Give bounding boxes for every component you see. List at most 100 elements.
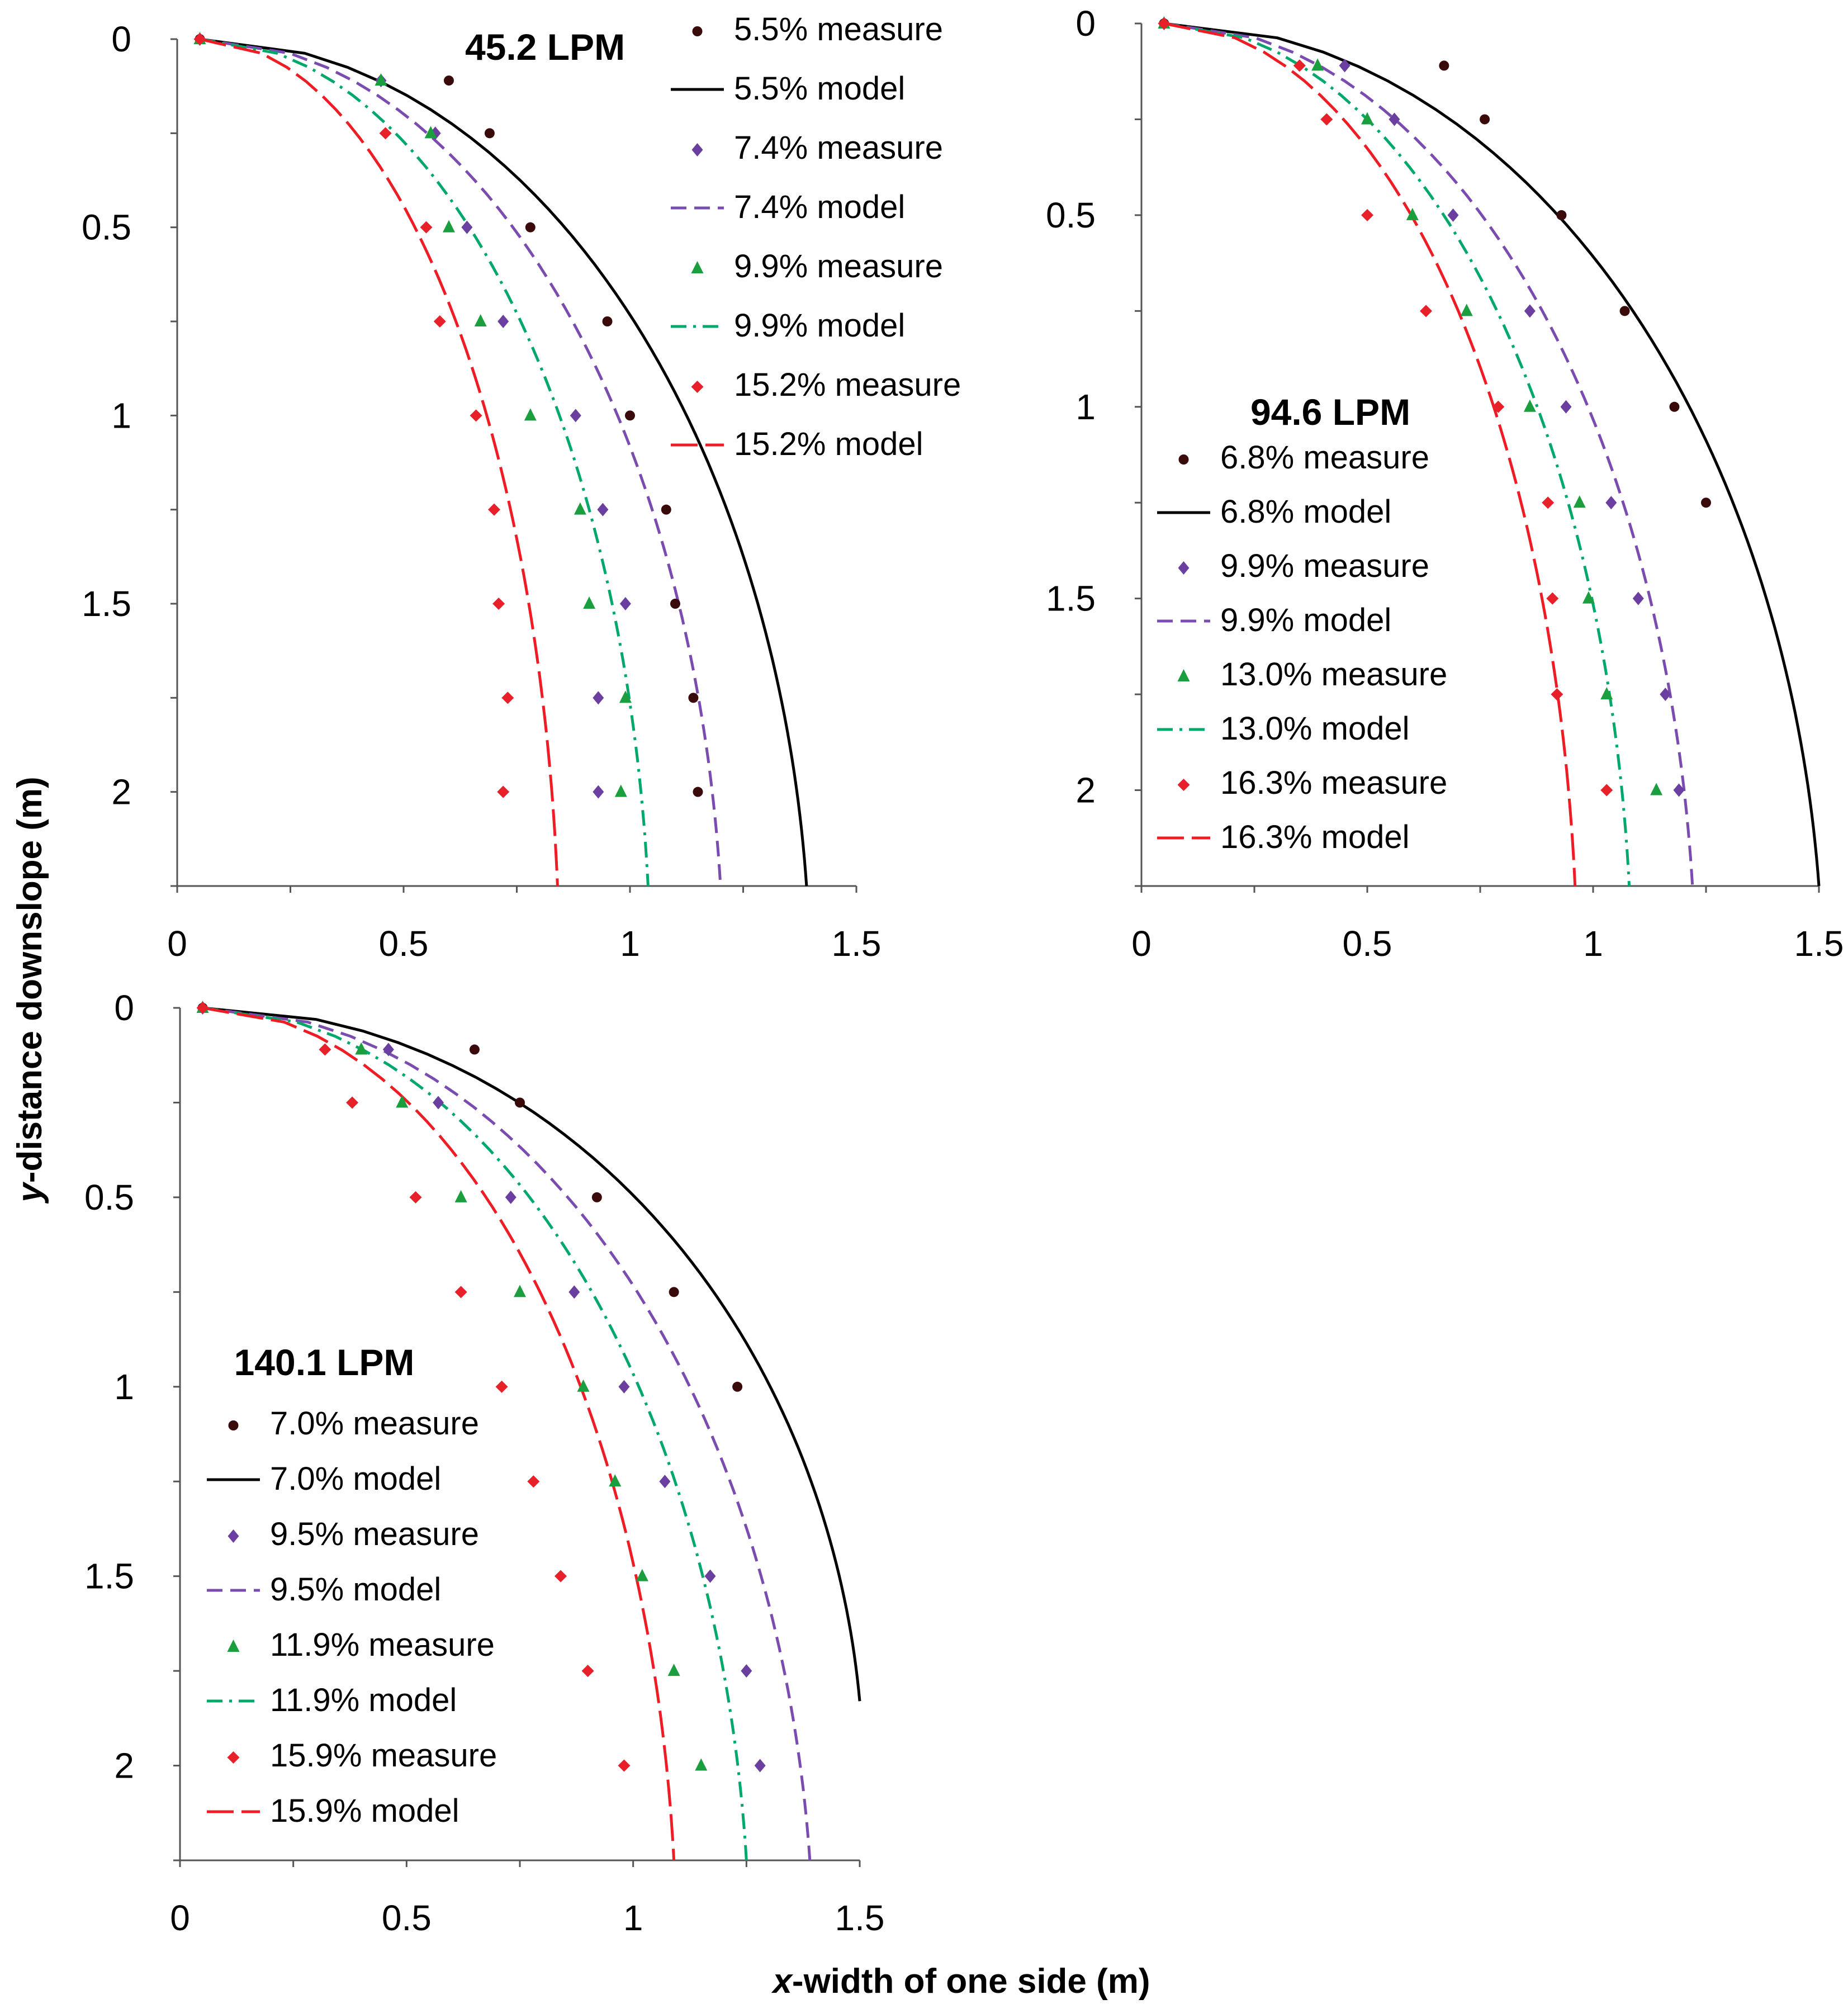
data-point [1447, 208, 1459, 222]
data-point [355, 1042, 368, 1055]
data-point [379, 127, 392, 140]
model-curve-11-9-model [202, 1006, 748, 1861]
legend-label: 9.9% model [734, 307, 905, 344]
legend-label: 9.5% measure [270, 1516, 479, 1552]
data-point [514, 1285, 526, 1297]
measure-series-16-3-measure [1158, 17, 1613, 797]
y-tick-label: 2 [1075, 770, 1096, 811]
data-point [1320, 113, 1333, 126]
data-point [497, 315, 509, 328]
data-point [484, 128, 495, 139]
y-tick-label: 1 [111, 395, 131, 435]
data-point [454, 1286, 467, 1299]
data-point [515, 1097, 525, 1108]
data-point [693, 787, 703, 797]
data-point [574, 502, 586, 515]
legend-label: 15.9% model [270, 1793, 459, 1829]
model-curve-15-2-model [199, 37, 559, 887]
legend-marker [227, 1751, 240, 1764]
data-point [346, 1096, 359, 1109]
measure-series-15-2-measure [193, 33, 514, 798]
data-point [1361, 112, 1373, 125]
data-point [732, 1381, 743, 1392]
model-curve-9-9-model [200, 37, 650, 887]
data-point [1492, 400, 1505, 413]
data-point [1389, 112, 1400, 126]
data-point [695, 1758, 708, 1771]
y-axis-title: y-distance downslope (m) [11, 776, 49, 1204]
y-tick-label: 1 [114, 1367, 134, 1407]
data-point [1582, 591, 1595, 604]
x-tick-label: 0 [1131, 923, 1152, 964]
model-curve-16-3-model [1163, 22, 1577, 887]
data-point [593, 785, 604, 799]
data-point [591, 1192, 602, 1202]
data-point [570, 409, 581, 423]
data-point [1701, 498, 1711, 508]
data-point [669, 1287, 679, 1297]
legend-label: 13.0% measure [1220, 656, 1447, 693]
x-tick-label: 0 [167, 923, 187, 964]
data-point [1600, 687, 1613, 700]
data-point [1669, 401, 1680, 412]
y-tick-label: 0 [1075, 3, 1096, 44]
legend: 7.0% measure 7.0% model 9.5% measure 9.5% m… [207, 1405, 497, 1829]
data-point [619, 690, 632, 703]
model-curve-9-5-model [202, 1006, 812, 1861]
data-point [1460, 304, 1473, 316]
y-tick-label: 2 [114, 1746, 134, 1786]
data-point [1619, 306, 1630, 316]
y-tick-label: 0 [111, 19, 131, 59]
data-point [1560, 400, 1572, 414]
data-point [1660, 688, 1671, 702]
legend-label: 16.3% measure [1220, 765, 1447, 801]
data-point [527, 1475, 540, 1488]
data-point [525, 222, 536, 233]
legend-label: 5.5% measure [734, 11, 943, 48]
data-point [583, 596, 596, 609]
legend-label: 15.2% measure [734, 367, 961, 403]
y-tick-label: 0.5 [82, 207, 131, 248]
data-point [688, 693, 699, 703]
data-point [670, 599, 680, 609]
data-point [433, 1096, 444, 1110]
data-point [659, 1475, 671, 1489]
data-point [488, 503, 500, 516]
data-point [1632, 591, 1644, 605]
legend-label: 15.9% measure [270, 1737, 497, 1774]
x-tick-label: 1.5 [835, 1898, 885, 1938]
data-point [609, 1474, 622, 1487]
data-point [1573, 495, 1586, 508]
legend-label: 9.9% measure [1220, 548, 1429, 584]
data-point [505, 1190, 517, 1204]
legend-marker [1178, 454, 1189, 465]
data-point [1339, 59, 1351, 73]
data-point [443, 220, 455, 233]
legend-label: 11.9% model [270, 1682, 457, 1718]
data-point [420, 221, 433, 234]
measure-series-7-4-measure [194, 32, 631, 799]
measure-series-6-8-measure [1159, 18, 1711, 508]
legend-marker [1178, 561, 1190, 575]
legend-label: 15.2% model [734, 426, 923, 462]
legend-label: 11.9% measure [270, 1627, 495, 1663]
legend: 6.8% measure 6.8% model 9.9% measure 9.9% m… [1157, 439, 1447, 855]
legend-label: 7.4% measure [734, 130, 943, 166]
data-point [568, 1285, 580, 1299]
data-point [625, 410, 635, 421]
panel-title: 140.1 LPM [234, 1342, 415, 1383]
data-point [593, 691, 604, 705]
data-point [1420, 305, 1433, 318]
legend-label: 9.9% measure [734, 248, 943, 285]
data-point [618, 1759, 631, 1772]
x-tick-label: 1.5 [832, 923, 882, 964]
legend-label: 7.0% measure [270, 1405, 479, 1442]
data-point [618, 1380, 630, 1394]
data-point [461, 220, 473, 234]
x-axis-title-rest: -width of one side (m) [792, 1962, 1150, 2001]
legend-label: 6.8% measure [1220, 439, 1429, 476]
legend-label: 16.3% model [1220, 819, 1410, 855]
data-point [1158, 17, 1171, 30]
